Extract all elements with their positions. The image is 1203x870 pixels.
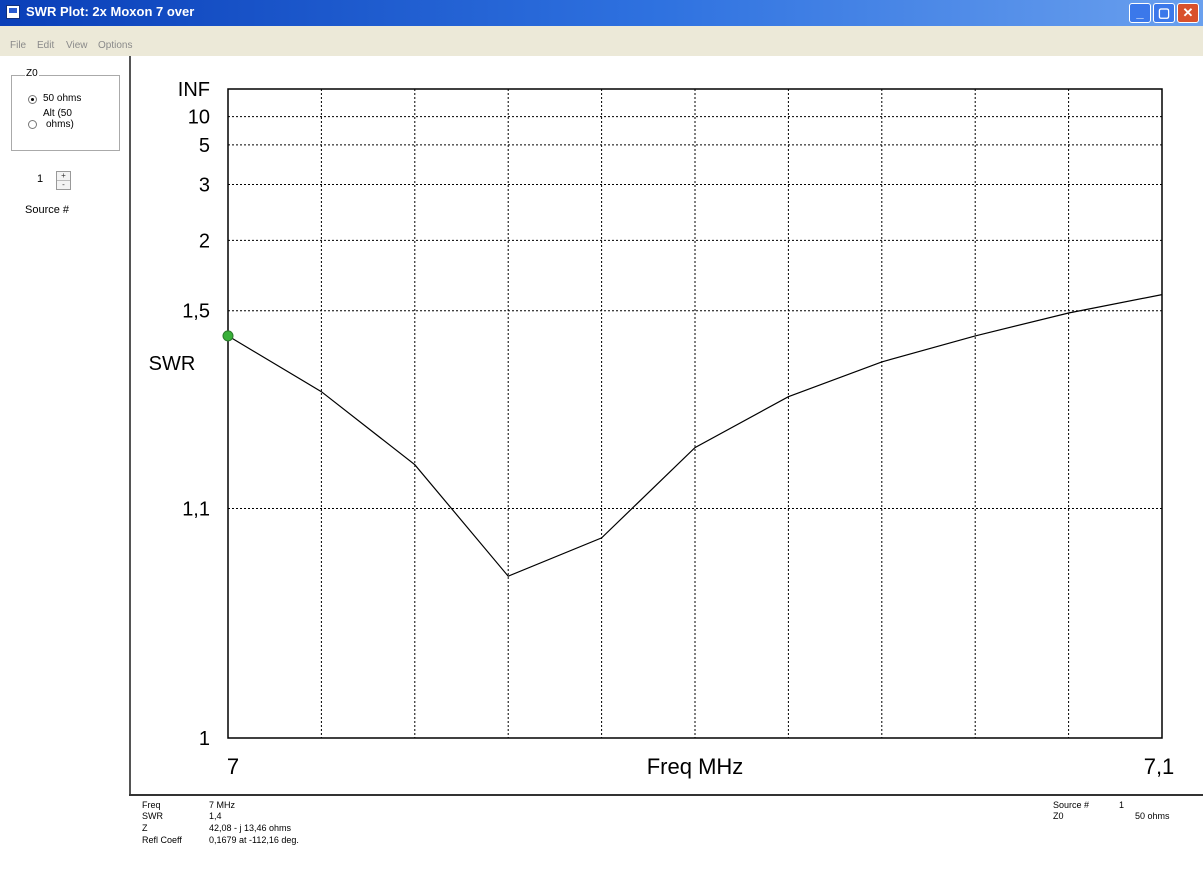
- spinner-up-icon[interactable]: +: [57, 172, 70, 181]
- status-divider: [129, 794, 1203, 796]
- y-tick-label: 3: [199, 174, 210, 196]
- swr-curve: [227, 294, 1163, 577]
- menu-bar: File Edit View Options: [0, 26, 1203, 56]
- status-panel: Freq 7 MHz SWR 1,4 Z 42,08 - j 13,46 ohm…: [131, 796, 1203, 870]
- status-freq-label: Freq: [142, 800, 161, 810]
- z0-groupbox: Z0 50 ohms Alt (50 ohms): [11, 68, 120, 151]
- y-tick-label: 1: [199, 728, 210, 750]
- status-swr-value: 1,4: [209, 811, 222, 821]
- x-tick-label: 7,1: [1144, 754, 1175, 779]
- radio-alt-ohms-label-line2[interactable]: ohms): [46, 119, 74, 130]
- y-tick-label: 2: [199, 230, 210, 252]
- status-swr-label: SWR: [142, 811, 163, 821]
- window-title: SWR Plot: 2x Moxon 7 over: [26, 4, 195, 19]
- status-refl-value: 0,1679 at -112,16 deg.: [209, 835, 299, 845]
- plot-frame: [227, 88, 1163, 739]
- spinner-down-icon[interactable]: -: [62, 180, 65, 189]
- source-number-value: 1: [37, 173, 44, 185]
- y-tick-label: INF: [178, 79, 210, 101]
- menu-edit[interactable]: Edit: [37, 40, 55, 51]
- x-tick-label: 7: [227, 754, 239, 779]
- maximize-button[interactable]: ▢: [1153, 3, 1175, 23]
- panel-divider: [129, 56, 131, 796]
- y-tick-label: 10: [188, 107, 210, 129]
- status-z-label: Z: [142, 823, 148, 833]
- z0-group-title: Z0: [25, 68, 39, 79]
- radio-50-ohms[interactable]: [28, 95, 37, 104]
- status-freq-value: 7 MHz: [209, 800, 236, 810]
- y-axis-label: SWR: [149, 353, 196, 375]
- y-tick-label: 5: [199, 135, 210, 157]
- left-panel: Z0 50 ohms Alt (50 ohms) 1 + - Source #: [0, 56, 130, 870]
- radio-50-ohms-label[interactable]: 50 ohms: [43, 93, 82, 104]
- status-z-value: 42,08 - j 13,46 ohms: [209, 823, 292, 833]
- source-number-label: Source #: [25, 204, 70, 216]
- swr-chart: INF 10 5 3 2 1,5 1,1 1 SWR Freq MHz 7 7,1: [149, 79, 1175, 779]
- source-spinner[interactable]: + -: [56, 171, 71, 190]
- swr-plot[interactable]: INF 10 5 3 2 1,5 1,1 1 SWR Freq MHz 7 7,1: [131, 56, 1203, 794]
- radio-alt-ohms-label-line1[interactable]: Alt (50: [43, 108, 72, 119]
- cursor-marker: [222, 330, 234, 342]
- y-tick-label: 1,1: [182, 498, 210, 520]
- title-bar: SWR Plot: 2x Moxon 7 over _ ▢ ✕: [0, 0, 1203, 26]
- close-button[interactable]: ✕: [1177, 3, 1199, 23]
- status-source-value: 1: [1119, 800, 1125, 810]
- x-axis-label: Freq MHz: [647, 754, 744, 779]
- radio-alt-ohms[interactable]: [28, 120, 37, 129]
- app-icon[interactable]: [6, 5, 20, 19]
- menu-view[interactable]: View: [66, 40, 88, 51]
- menu-file[interactable]: File: [10, 40, 27, 51]
- status-source-label: Source #: [1053, 800, 1090, 810]
- status-z0-value: 50 ohms: [1135, 811, 1170, 821]
- menu-options[interactable]: Options: [98, 40, 133, 51]
- minimize-button[interactable]: _: [1129, 3, 1151, 23]
- status-refl-label: Refl Coeff: [142, 835, 182, 845]
- status-z0-label: Z0: [1053, 811, 1064, 821]
- y-tick-label: 1,5: [182, 301, 210, 323]
